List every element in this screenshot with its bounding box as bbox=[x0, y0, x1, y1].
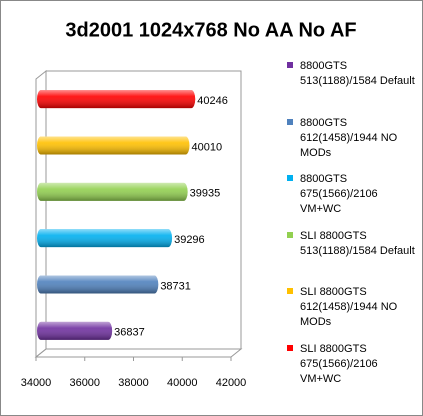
data-label: 40246 bbox=[197, 95, 228, 107]
x-tick-label: 36000 bbox=[69, 377, 100, 389]
bar bbox=[37, 136, 190, 155]
back-wall bbox=[45, 70, 242, 350]
legend-label: 8800GTS 513(1188)/1584 Default bbox=[300, 60, 415, 87]
side-wall bbox=[35, 69, 47, 359]
bar bbox=[37, 275, 159, 294]
data-label: 39296 bbox=[174, 234, 205, 246]
bar-shade bbox=[37, 136, 190, 155]
bar-shade bbox=[37, 321, 113, 340]
x-tick-label: 40000 bbox=[167, 377, 198, 389]
bar-shade bbox=[37, 229, 173, 248]
legend-swatch bbox=[287, 344, 293, 351]
x-tick-label: 38000 bbox=[118, 377, 149, 389]
legend-swatch bbox=[287, 231, 293, 238]
legend-swatch bbox=[287, 288, 293, 294]
floor bbox=[34, 348, 243, 358]
data-label: 36837 bbox=[114, 327, 145, 339]
chart-title: 3d2001 1024x768 No AA No AF bbox=[65, 19, 356, 41]
legend-swatch bbox=[287, 175, 293, 181]
legend-swatch bbox=[287, 62, 293, 68]
legend-swatch bbox=[287, 118, 293, 125]
data-label: 38731 bbox=[160, 280, 191, 292]
data-label: 39935 bbox=[190, 188, 221, 200]
bar bbox=[37, 182, 188, 201]
legend-label: SLI 8800GTS 675(1566)/2106 VM+WC bbox=[300, 342, 378, 385]
bar-shade bbox=[37, 275, 159, 294]
x-tick-label: 34000 bbox=[21, 377, 52, 389]
bar-shade bbox=[37, 182, 188, 201]
data-label: 40010 bbox=[191, 141, 222, 153]
bar-shade bbox=[37, 90, 196, 109]
legend-label: 8800GTS 675(1566)/2106 VM+WC bbox=[300, 173, 378, 215]
legend-label: SLI 8800GTS 513(1188)/1584 Default bbox=[300, 229, 415, 257]
bar bbox=[37, 229, 173, 248]
x-tick-label: 42000 bbox=[216, 377, 247, 389]
legend-label: SLI 8800GTS 612(1458)/1944 NO MODs bbox=[300, 286, 398, 328]
bar bbox=[37, 321, 113, 340]
legend-label: 8800GTS 612(1458)/1944 NO MODs bbox=[300, 116, 398, 159]
bar bbox=[37, 90, 196, 109]
